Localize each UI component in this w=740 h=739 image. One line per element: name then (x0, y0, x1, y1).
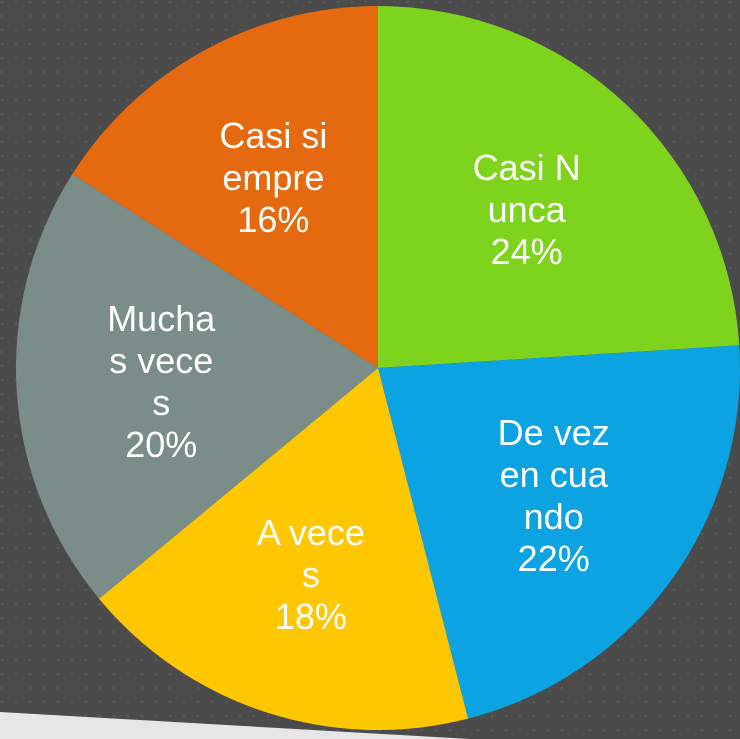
slice-label: A veces 18% (251, 512, 371, 638)
value-label: 20% (125, 423, 198, 465)
value-label: 22% (517, 537, 590, 579)
category-label: De vez en cuando (497, 411, 610, 537)
pie-slice (99, 368, 469, 730)
category-label: Muchas veces (107, 297, 216, 423)
background-wedge (0, 712, 470, 739)
slice-label: Casi Nunca 24% (467, 147, 587, 273)
slice-label: Muchas veces 20% (101, 298, 221, 466)
category-label: A veces (256, 511, 365, 595)
value-label: 24% (490, 230, 563, 272)
value-label: 18% (274, 595, 347, 637)
category-label: Casi siempre (219, 114, 328, 198)
value-label: 16% (237, 198, 310, 240)
pie-slice (378, 345, 740, 719)
pie-slice (378, 6, 740, 368)
category-label: Casi Nunca (472, 146, 581, 230)
slice-label: Casi siempre 16% (213, 115, 333, 241)
pie-slice (72, 6, 378, 368)
slice-label: De vez en cuando 22% (494, 412, 614, 580)
pie-slice (15, 174, 378, 599)
